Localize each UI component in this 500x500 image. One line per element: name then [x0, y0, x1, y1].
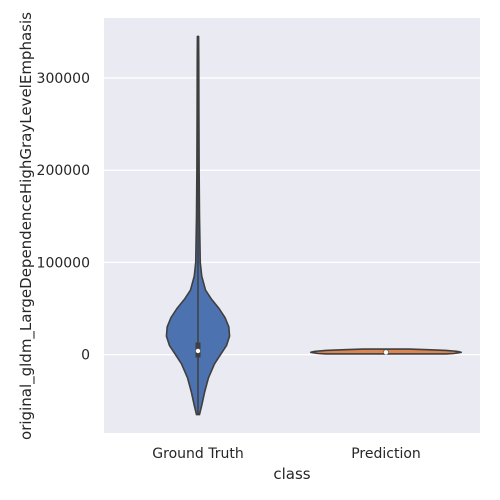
- y-axis-label: original_gldm_LargeDependenceHighGrayLev…: [17, 12, 36, 440]
- x-axis-label: class: [273, 465, 310, 483]
- violin-ground-truth: [165, 35, 231, 416]
- violin-median: [383, 350, 389, 355]
- x-tick-labels: Ground Truth Prediction: [152, 446, 421, 462]
- plot-background: [104, 18, 480, 433]
- y-tick-label: 300000: [37, 71, 90, 87]
- y-tick-label: 200000: [37, 163, 90, 179]
- violin-prediction: [310, 348, 462, 355]
- y-tick-label: 100000: [37, 255, 90, 271]
- y-tick-labels: 0 100000 200000 300000: [37, 71, 90, 364]
- y-tick-label: 0: [81, 348, 90, 364]
- violin-median: [195, 348, 201, 354]
- violins: [165, 35, 462, 416]
- x-tick-label: Prediction: [351, 446, 421, 462]
- x-tick-label: Ground Truth: [152, 446, 243, 462]
